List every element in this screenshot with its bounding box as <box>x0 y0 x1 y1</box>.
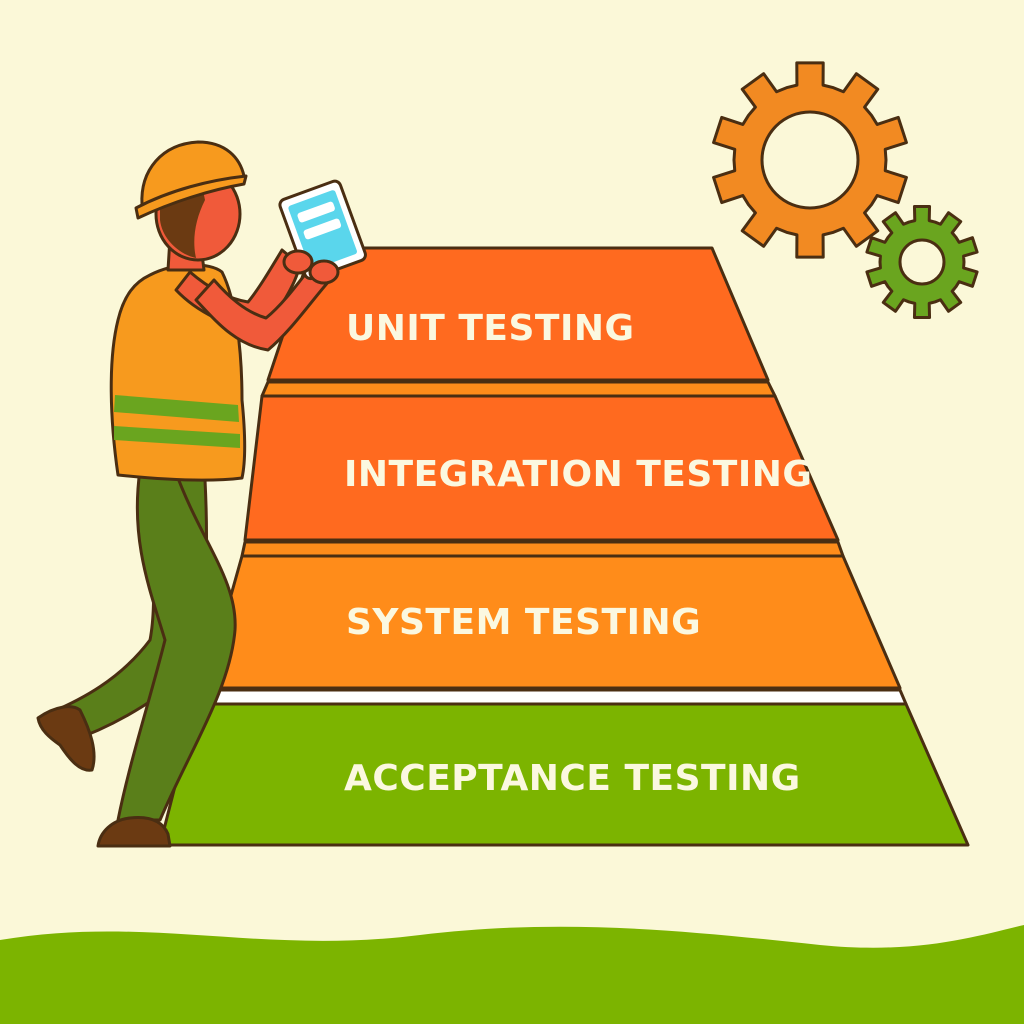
tier-divider <box>260 380 777 398</box>
hard-hat-brim <box>134 174 248 220</box>
tier-label: INTEGRATION TESTING <box>344 454 812 495</box>
worker-vest-stripe <box>114 395 239 422</box>
tier-acceptance-testing <box>158 702 970 847</box>
worker-front-shoe <box>96 816 172 848</box>
worker-back-shoe <box>36 705 96 772</box>
worker-hand <box>282 249 314 275</box>
tier-divider <box>194 688 908 706</box>
ground-wave <box>0 925 1024 1024</box>
worker-vest-stripe <box>114 426 240 448</box>
tier-label: SYSTEM TESTING <box>346 602 701 643</box>
worker-vest <box>109 263 247 482</box>
gear-icon <box>712 61 908 259</box>
gear-body <box>865 205 979 319</box>
worker-figure <box>36 140 367 848</box>
tier-integration-testing <box>243 394 840 542</box>
tier-divider <box>240 540 845 558</box>
gear-icon <box>865 205 979 319</box>
tier-label: UNIT TESTING <box>346 308 635 349</box>
worker-hand <box>308 259 340 285</box>
pyramid: UNIT TESTING INTEGRATION TESTING SYSTEM … <box>158 246 970 847</box>
gear-body <box>712 61 908 259</box>
tier-label: ACCEPTANCE TESTING <box>344 758 801 799</box>
